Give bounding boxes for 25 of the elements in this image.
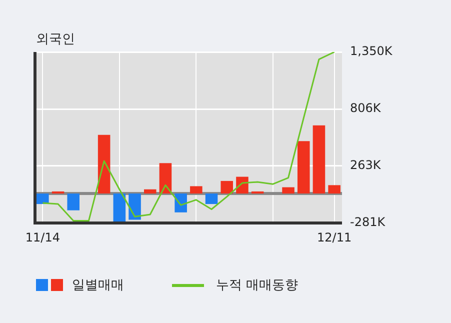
bar xyxy=(205,194,218,204)
bar xyxy=(312,125,326,194)
bar xyxy=(36,194,49,204)
y-tick-label: 263K xyxy=(350,158,382,172)
bar xyxy=(98,134,110,194)
legend-label: 일별매매 xyxy=(72,277,124,294)
bar xyxy=(144,189,156,194)
y-tick-label: -281K xyxy=(350,215,386,230)
bar xyxy=(251,191,264,194)
x-tick-label: 11/14 xyxy=(25,230,60,244)
bar xyxy=(297,141,310,194)
bar xyxy=(220,180,234,194)
bar xyxy=(113,194,126,223)
bar xyxy=(128,194,141,220)
legend-label: 누적 매매동향 xyxy=(216,277,298,294)
y-tick-label: 1,350K xyxy=(350,44,394,58)
bar xyxy=(282,187,294,194)
chart-title: 외국인 xyxy=(36,31,75,48)
bar xyxy=(67,194,80,210)
x-tick-label: 12/11 xyxy=(317,230,352,244)
bar xyxy=(328,185,340,194)
bar xyxy=(190,186,202,194)
bar xyxy=(52,191,64,194)
y-tick-label: 806K xyxy=(350,101,382,116)
bar xyxy=(159,163,172,194)
